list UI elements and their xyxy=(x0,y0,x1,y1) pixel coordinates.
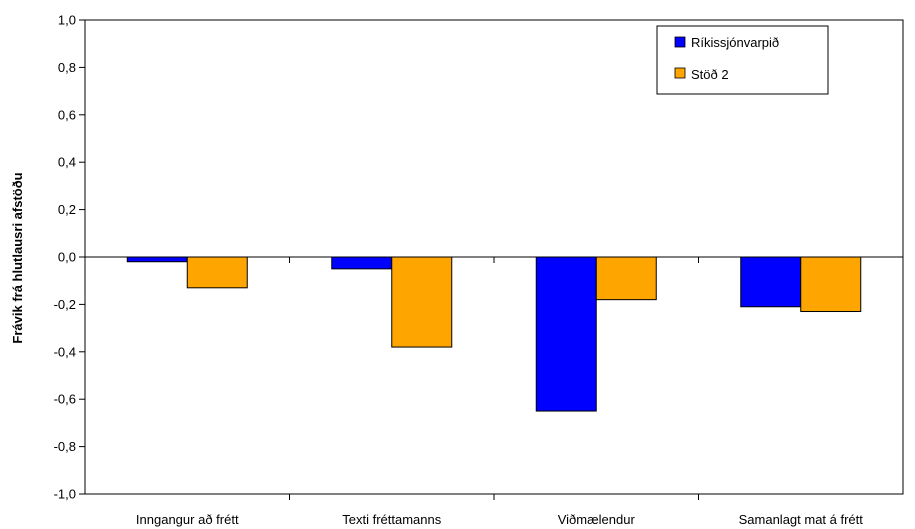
x-tick-label: Viðmælendur xyxy=(558,512,636,527)
bar-stod-2 xyxy=(800,256,862,313)
legend-swatch-stod-2 xyxy=(674,67,686,79)
legend-box xyxy=(656,25,829,95)
x-tick-label: Samanlagt mat á frétt xyxy=(739,512,864,527)
legend-label-rikissjonvarpid: Ríkissjónvarpið xyxy=(691,35,779,50)
bar-rikissjonvarpid xyxy=(126,256,188,263)
x-axis: Inngangur að frétt Texti fréttamanns Viðmæ… xyxy=(85,256,903,527)
y-tick-label: -0,2 xyxy=(54,297,76,312)
y-tick-label: -0,6 xyxy=(54,392,76,407)
y-axis: 1,0 0,8 0,6 0,4 0,2 0,0 -0,2 -0,4 -0,6 -0,8 -1,0 xyxy=(54,13,85,502)
y-tick-label: 0,6 xyxy=(58,107,76,122)
legend-swatch-rikissjonvarpid xyxy=(674,36,686,48)
y-tick-label: 1,0 xyxy=(58,13,76,28)
y-tick-label: -0,4 xyxy=(54,344,76,359)
bar-rikissjonvarpid xyxy=(535,256,597,412)
bar-stod-2 xyxy=(391,256,453,348)
y-tick-label: 0,2 xyxy=(58,202,76,217)
bars xyxy=(126,256,862,412)
y-tick-label: -0,8 xyxy=(54,439,76,454)
bar-rikissjonvarpid xyxy=(740,256,802,308)
bar-rikissjonvarpid xyxy=(331,256,393,270)
y-tick-label: -1,0 xyxy=(54,487,76,502)
y-tick-label: 0,0 xyxy=(58,250,76,265)
bar-stod-2 xyxy=(186,256,248,289)
x-tick-label: Inngangur að frétt xyxy=(136,512,239,527)
legend-label-stod-2: Stöð 2 xyxy=(691,67,729,82)
bar-stod-2 xyxy=(595,256,657,301)
y-tick-label: 0,8 xyxy=(58,60,76,75)
x-tick-label: Texti fréttamanns xyxy=(342,512,441,527)
legend: Ríkissjónvarpið Stöð 2 xyxy=(656,25,829,95)
y-tick-label: 0,4 xyxy=(58,155,76,170)
y-axis-label: Frávik frá hlutlausri afstöðu xyxy=(10,172,25,343)
